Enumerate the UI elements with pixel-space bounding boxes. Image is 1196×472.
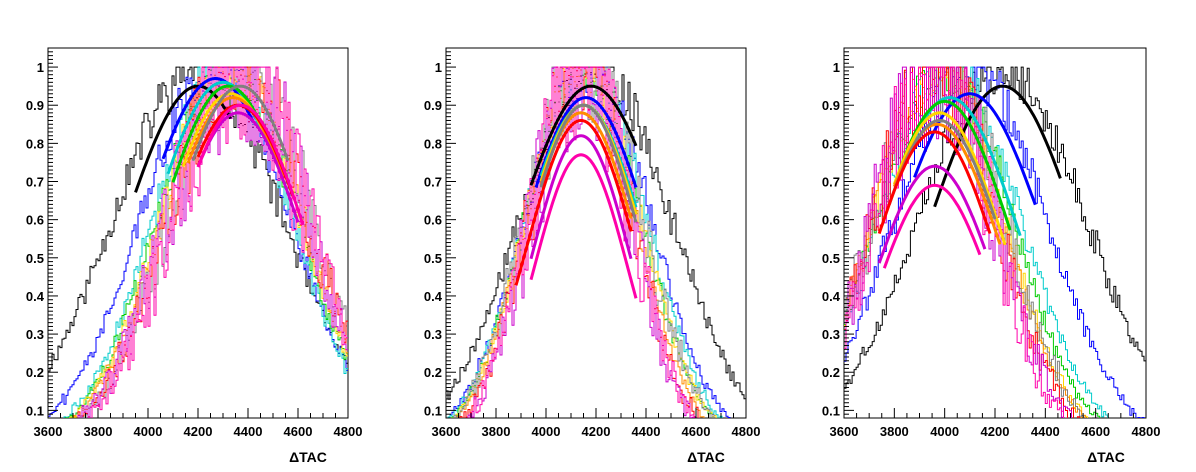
y-tick-label: 1 — [833, 60, 840, 75]
y-tick-label: 0.7 — [822, 175, 840, 190]
fit-curve-7 — [514, 119, 633, 286]
y-tick-label: 0.1 — [822, 403, 840, 418]
panel-middle: 3600 3800 4000 4200 4400 4600 4800 0.1 0.2 0.3 0.4… — [424, 47, 761, 465]
panel-right: 3600 3800 4000 4200 4400 4600 4800 0.1 0.2 0.3 0.4… — [822, 47, 1161, 465]
y-tick-label: 0.1 — [26, 403, 44, 418]
x-axis-title: ΔTAC — [1087, 449, 1125, 465]
x-tick-label: 4600 — [284, 424, 313, 439]
histogram-series-0 — [48, 66, 348, 372]
fit-curve-9 — [882, 183, 982, 269]
y-tick-label: 0.4 — [424, 289, 443, 304]
histogram-series-6 — [451, 66, 715, 418]
y-tick-label: 0.4 — [26, 289, 45, 304]
x-tick-label: 4200 — [981, 424, 1010, 439]
y-tick-label: 0.2 — [424, 365, 442, 380]
plot-area — [844, 66, 1146, 418]
y-tick-label: 0.4 — [822, 289, 841, 304]
fit-curve-6 — [191, 84, 290, 162]
x-tick-label: 3800 — [482, 424, 511, 439]
fit-curve-0 — [134, 84, 232, 193]
x-tick-label: 4200 — [184, 424, 213, 439]
fit-curve-8 — [877, 164, 987, 264]
y-tick-label: 0.3 — [26, 327, 44, 342]
y-tick-label: 0.9 — [424, 98, 442, 113]
histogram-series-4 — [69, 66, 348, 418]
x-axis-title: ΔTAC — [289, 449, 327, 465]
y-tick-label: 0.2 — [26, 365, 44, 380]
fit-curve-7 — [877, 130, 992, 235]
plot-area — [48, 66, 348, 418]
y-tick-label: 0.3 — [822, 327, 840, 342]
fit-curve-6 — [539, 103, 638, 223]
histogram-series-4 — [451, 66, 717, 418]
y-tick-label: 0.6 — [26, 213, 44, 228]
fit-curve-0 — [529, 84, 638, 186]
x-axis-title: ΔTAC — [687, 449, 725, 465]
y-tick-label: 0.9 — [822, 98, 840, 113]
x-tick-label: 4400 — [234, 424, 263, 439]
x-tick-label: 3800 — [84, 424, 113, 439]
x-tick-label: 3600 — [830, 424, 859, 439]
histogram-series-1 — [48, 66, 348, 417]
x-tick-label: 3600 — [432, 424, 461, 439]
fit-curve-9 — [529, 153, 638, 299]
x-tick-label: 4200 — [582, 424, 611, 439]
x-tick-label: 4800 — [732, 424, 761, 439]
y-tick-label: 0.6 — [822, 213, 840, 228]
histogram-series-9 — [465, 66, 701, 418]
y-tick-label: 1 — [435, 60, 442, 75]
y-tick-label: 0.5 — [26, 251, 44, 266]
histogram-series-1 — [844, 66, 1145, 418]
histogram-series-0 — [844, 66, 1146, 389]
x-tick-label: 3600 — [34, 424, 63, 439]
y-tick-label: 0.7 — [424, 175, 442, 190]
x-tick-label: 4000 — [930, 424, 959, 439]
x-tick-label: 4600 — [1081, 424, 1110, 439]
histogram-series-9 — [844, 66, 1068, 418]
fit-curve-9 — [196, 103, 305, 226]
x-tick-label: 4400 — [1031, 424, 1060, 439]
fit-curve-4 — [892, 111, 1007, 246]
x-tick-label: 4800 — [1132, 424, 1161, 439]
y-tick-label: 0.9 — [26, 98, 44, 113]
x-tick-label: 4400 — [632, 424, 661, 439]
y-tick-label: 0.8 — [26, 136, 44, 151]
x-tick-label: 4600 — [682, 424, 711, 439]
x-tick-label: 4800 — [334, 424, 363, 439]
plot-area — [446, 66, 746, 418]
fit-curve-8 — [529, 134, 633, 260]
y-tick-label: 0.5 — [822, 251, 840, 266]
y-tick-label: 1 — [37, 60, 44, 75]
y-tick-label: 0.6 — [424, 213, 442, 228]
x-tick-label: 4000 — [134, 424, 163, 439]
panel-left: 3600 3800 4000 4200 4400 4600 4800 0.1 0.2 0.3 0.4… — [26, 47, 363, 465]
y-tick-label: 0.8 — [822, 136, 840, 151]
y-tick-label: 0.5 — [424, 251, 442, 266]
y-tick-label: 0.1 — [424, 403, 442, 418]
x-tick-label: 4000 — [532, 424, 561, 439]
fit-curve-3 — [897, 99, 1012, 231]
x-tick-label: 3800 — [880, 424, 909, 439]
y-tick-label: 0.3 — [424, 327, 442, 342]
y-tick-label: 0.2 — [822, 365, 840, 380]
y-tick-label: 0.7 — [26, 175, 44, 190]
histogram-series-9 — [91, 66, 348, 418]
y-tick-label: 0.8 — [424, 136, 442, 151]
